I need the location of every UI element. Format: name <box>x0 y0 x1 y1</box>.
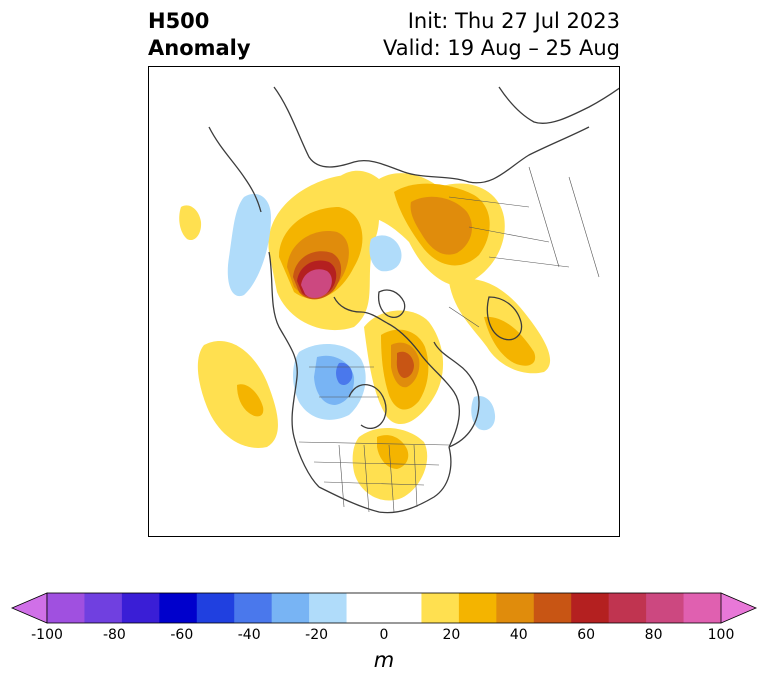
map-panel <box>148 66 620 537</box>
colorbar-bin <box>309 593 348 623</box>
colorbar-tick-label: 40 <box>509 627 528 643</box>
colorbar-bin <box>234 593 273 623</box>
positive-anomaly-north-atlantic <box>449 278 551 374</box>
colorbar-extend-high <box>720 592 758 624</box>
colorbar-bin <box>683 593 722 623</box>
colorbar-bin <box>121 593 160 623</box>
negative-anomaly-arctic-ocean <box>369 235 402 272</box>
colorbar-tick-label: -40 <box>237 627 261 643</box>
colorbar-tick-label: 100 <box>707 627 735 643</box>
positive-anomaly-alaska-beaufort <box>268 175 380 331</box>
title-left: H500 Anomaly <box>148 8 251 62</box>
negative-anomaly-bering-west <box>227 193 271 297</box>
colorbar-bin <box>608 593 647 623</box>
colorbar-bin <box>271 593 310 623</box>
colorbar-tick-label: 60 <box>577 627 596 643</box>
title-variable: H500 <box>148 9 210 33</box>
positive-anomaly-siberia-arctic <box>329 170 505 287</box>
colorbar-bin <box>496 593 535 623</box>
colorbar-bin <box>384 593 422 623</box>
colorbar <box>10 592 758 624</box>
anomaly-map <box>179 86 619 514</box>
colorbar-tick-label: 20 <box>442 627 461 643</box>
colorbar-bin <box>196 593 235 623</box>
positive-anomaly-northeast-pacific <box>179 205 278 448</box>
title-field: Anomaly <box>148 36 251 60</box>
colorbar-bin <box>646 593 685 623</box>
colorbar-tick-label: -20 <box>305 627 329 643</box>
colorbar-tick-label: 0 <box>379 627 389 643</box>
colorbar-bin <box>458 593 497 623</box>
colorbar-bin <box>47 593 85 623</box>
colorbar-tick-label: 80 <box>644 627 663 643</box>
valid-period: Valid: 19 Aug – 25 Aug <box>382 36 620 60</box>
negative-anomaly-northwest-atlantic <box>471 395 496 431</box>
colorbar-tick-label: -80 <box>102 627 126 643</box>
colorbar-unit: m <box>373 648 395 672</box>
title-right: Init: Thu 27 Jul 2023 Valid: 19 Aug – 25… <box>383 8 620 62</box>
colorbar-tick-label: -60 <box>170 627 194 643</box>
colorbar-bin <box>571 593 610 623</box>
political-borders <box>298 166 600 513</box>
positive-anomaly-hudson-bay <box>364 310 444 425</box>
colorbar-extend-low <box>10 592 48 624</box>
colorbar-bin <box>84 593 123 623</box>
colorbar-tick-label: -100 <box>31 627 63 643</box>
coastlines <box>208 86 619 514</box>
init-time: Init: Thu 27 Jul 2023 <box>407 9 620 33</box>
negative-anomaly-western-canada <box>293 343 366 420</box>
colorbar-bin <box>159 593 198 623</box>
colorbar-bin <box>346 593 385 623</box>
colorbar-border <box>46 592 722 624</box>
colorbar-bin <box>421 593 460 623</box>
colorbar-bin <box>533 593 572 623</box>
